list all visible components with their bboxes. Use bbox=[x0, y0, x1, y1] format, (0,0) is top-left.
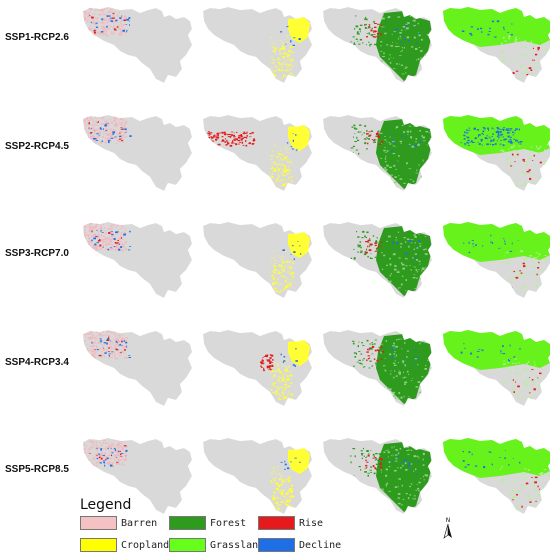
map-panel-grassland-change bbox=[443, 222, 550, 298]
row-label-ssp5: SSP5-RCP8.5 bbox=[5, 464, 69, 475]
map-panel-cropland-change bbox=[203, 330, 312, 406]
map-panel-cropland-change bbox=[203, 438, 312, 514]
map-panel-forest-change bbox=[323, 115, 432, 191]
legend-item-decline: Decline bbox=[258, 538, 341, 552]
legend-swatch-rise bbox=[258, 516, 295, 530]
legend-item-rise: Rise bbox=[258, 516, 323, 530]
legend-swatch-decline bbox=[258, 538, 295, 552]
legend-swatch-grassland bbox=[169, 538, 206, 552]
row-label-ssp3: SSP3-RCP7.0 bbox=[5, 248, 69, 259]
map-panel-barren-change bbox=[83, 222, 192, 298]
map-panel-cropland-change bbox=[203, 7, 312, 83]
map-panel-barren-change bbox=[83, 438, 192, 514]
legend-title: Legend bbox=[80, 497, 132, 513]
map-panel-barren-change bbox=[83, 115, 192, 191]
map-panel-grassland-change bbox=[443, 330, 550, 406]
legend-item-forest: Forest bbox=[169, 516, 246, 530]
legend-swatch-barren bbox=[80, 516, 117, 530]
legend-item-barren: Barren bbox=[80, 516, 157, 530]
map-panel-forest-change bbox=[323, 330, 432, 406]
map-panel-forest-change bbox=[323, 438, 432, 514]
map-panel-grassland-change bbox=[443, 7, 550, 83]
map-panel-grassland-change bbox=[443, 115, 550, 191]
map-panel-grassland-change bbox=[443, 438, 550, 514]
legend-label-rise: Rise bbox=[299, 517, 324, 529]
legend-label-grassland: Grassland bbox=[210, 539, 265, 551]
map-panel-forest-change bbox=[323, 222, 432, 298]
legend-item-grassland: Grassland bbox=[169, 538, 264, 552]
north-label: N bbox=[446, 517, 451, 524]
legend-label-cropland: Cropland bbox=[121, 539, 170, 551]
map-panel-forest-change bbox=[323, 7, 432, 83]
row-label-ssp2: SSP2-RCP4.5 bbox=[5, 141, 69, 152]
row-label-ssp1: SSP1-RCP2.6 bbox=[5, 32, 69, 43]
map-panel-cropland-change bbox=[203, 115, 312, 191]
legend-swatch-cropland bbox=[80, 538, 117, 552]
legend-item-cropland: Cropland bbox=[80, 538, 169, 552]
legend-label-barren: Barren bbox=[121, 517, 158, 529]
map-panel-barren-change bbox=[83, 330, 192, 406]
legend-label-decline: Decline bbox=[299, 539, 342, 551]
map-panel-barren-change bbox=[83, 7, 192, 83]
legend-swatch-forest bbox=[169, 516, 206, 530]
north-arrow-icon: N bbox=[443, 517, 452, 539]
map-panel-cropland-change bbox=[203, 222, 312, 298]
row-label-ssp4: SSP4-RCP3.4 bbox=[5, 357, 69, 368]
legend-label-forest: Forest bbox=[210, 517, 247, 529]
